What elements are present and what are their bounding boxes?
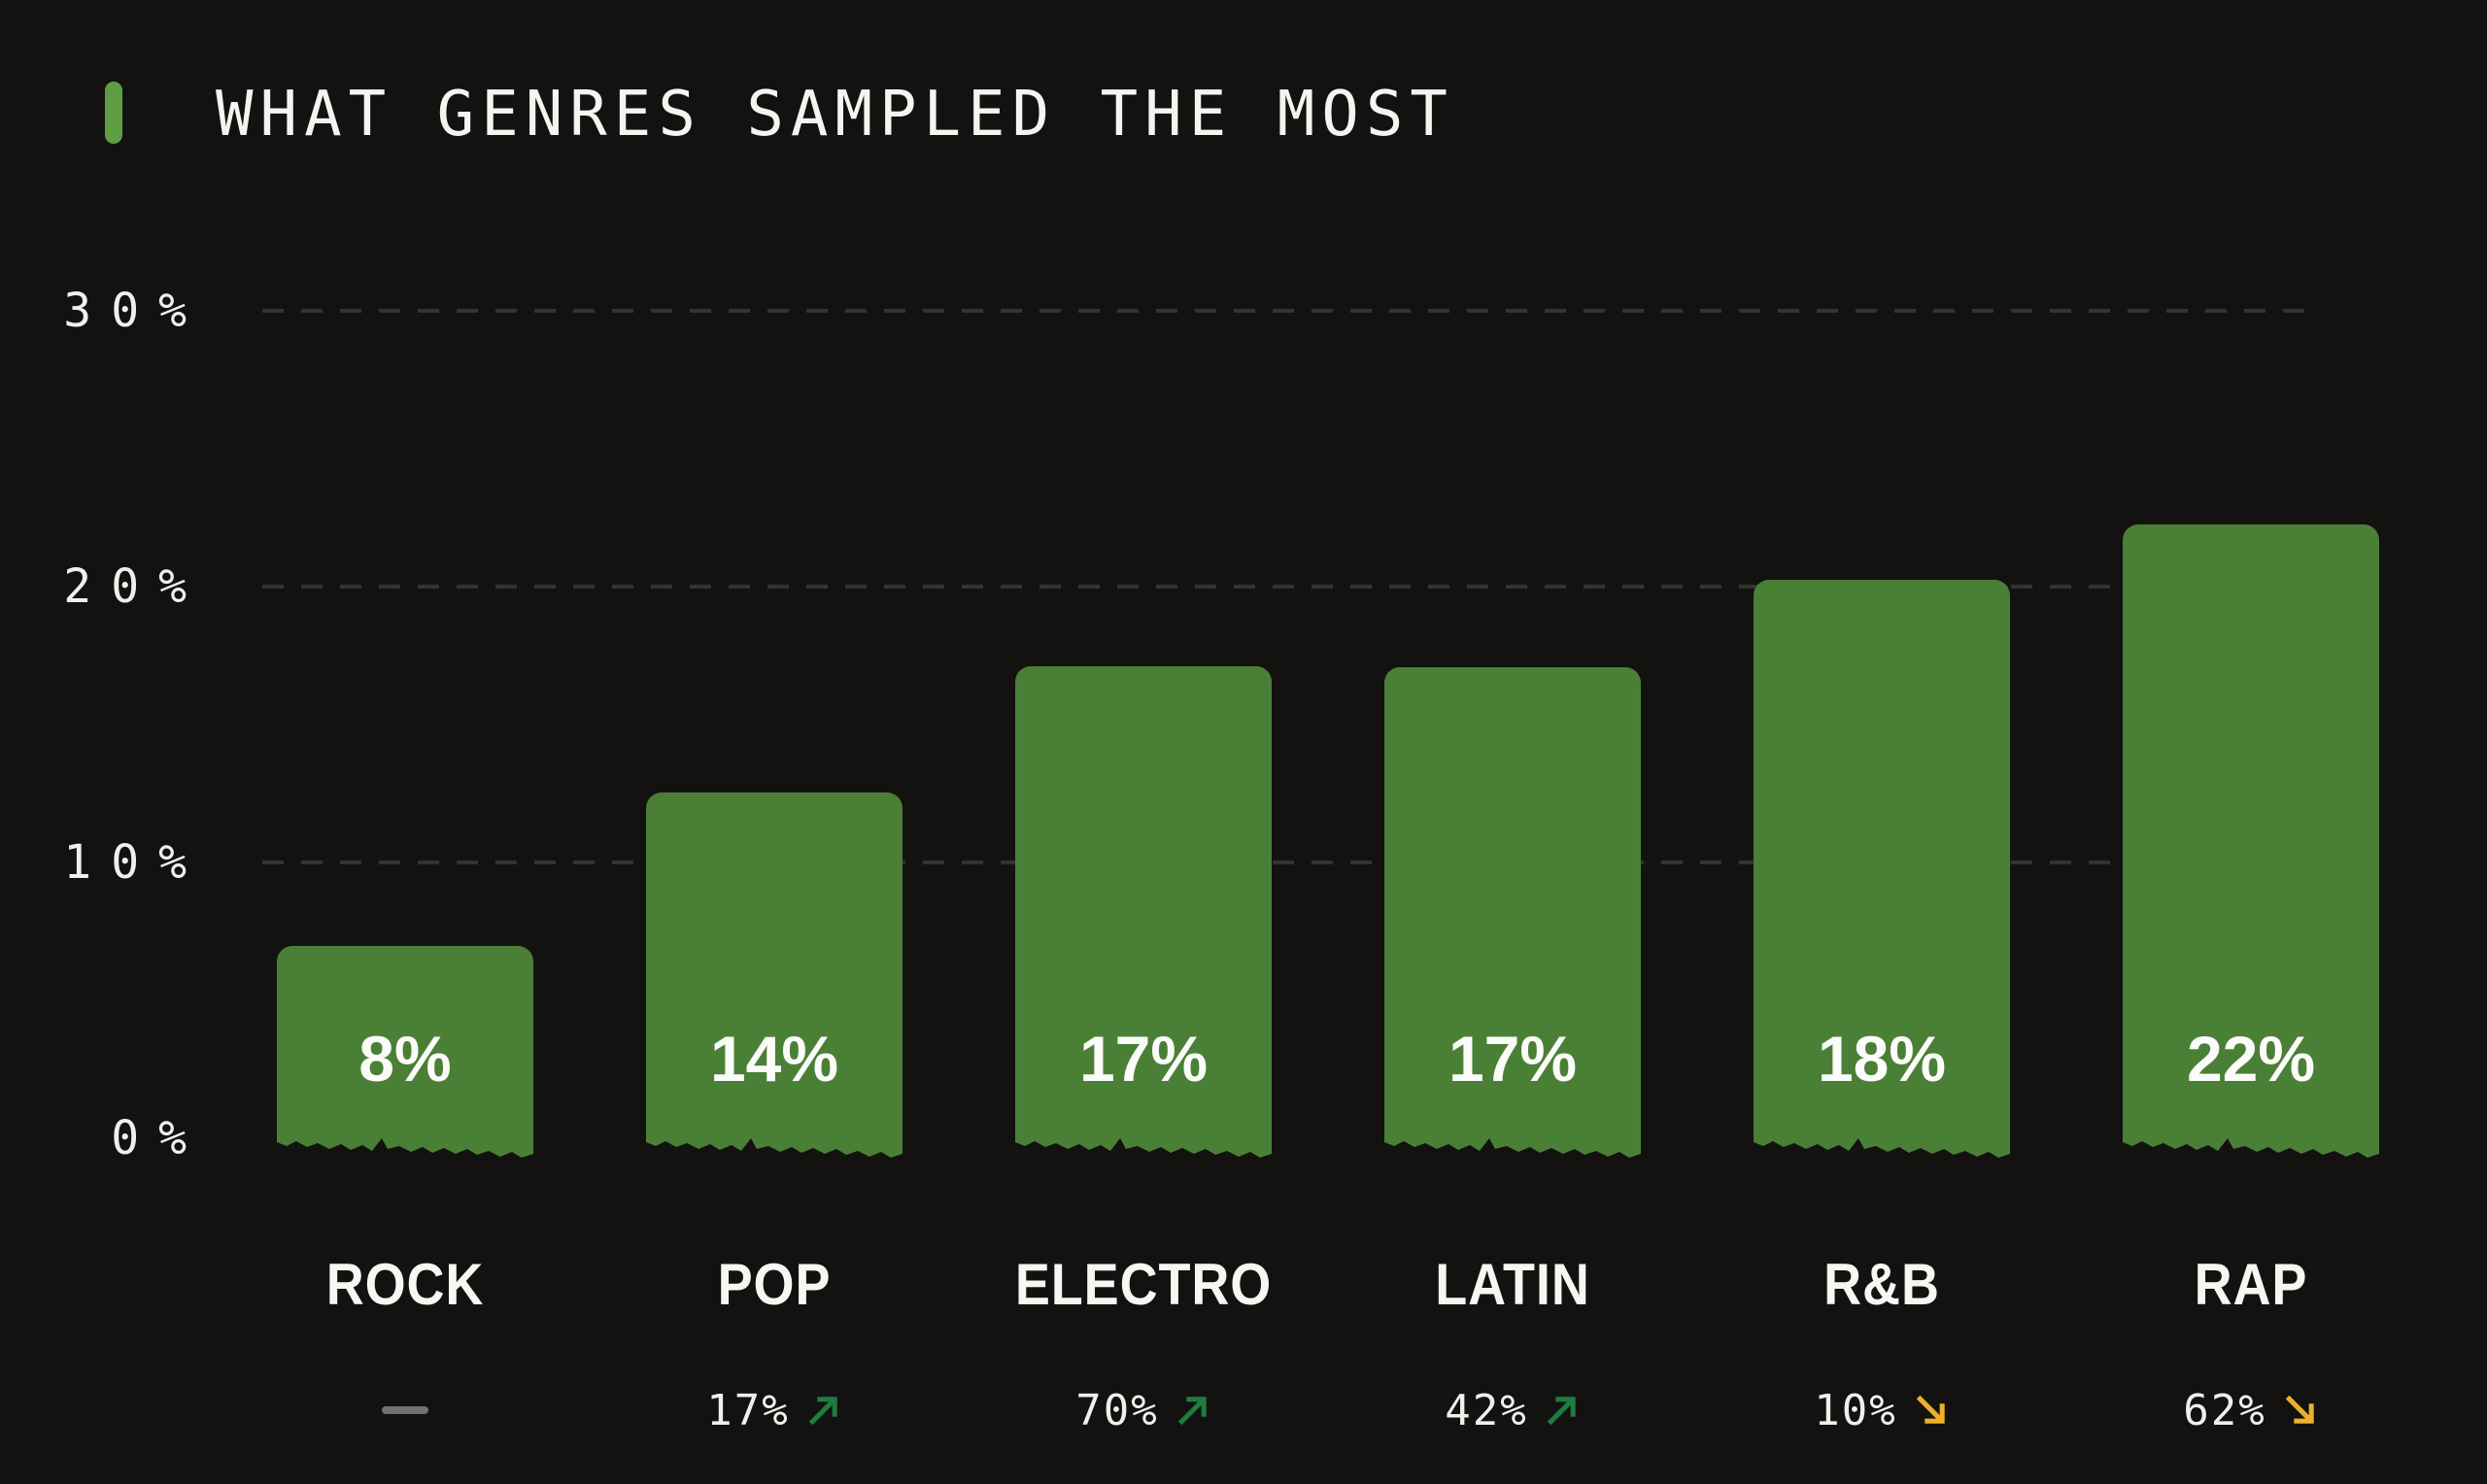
- trend-value: 62%: [2183, 1385, 2266, 1435]
- torn-edge-decoration: [1754, 1138, 2010, 1164]
- bar-r-b: 18%: [1754, 580, 2010, 1164]
- genre-label: ROCK: [325, 1251, 485, 1317]
- gridline-20%: [262, 585, 2322, 589]
- bar-electro: 17%: [1015, 666, 1272, 1164]
- genre-label: POP: [717, 1251, 832, 1317]
- trend-indicator: 10%: [1754, 1379, 2010, 1441]
- trend-value: 10%: [1814, 1385, 1897, 1435]
- trend-up-arrow-icon: [1547, 1397, 1576, 1426]
- bar-value-label: 14%: [709, 1023, 839, 1095]
- torn-edge-decoration: [1384, 1138, 1641, 1164]
- bar-rock: 8%: [277, 946, 533, 1164]
- trend-up-arrow-icon: [1177, 1397, 1207, 1426]
- trend-up-arrow-icon: [808, 1397, 837, 1426]
- y-axis-tick-label: 20%: [63, 559, 206, 614]
- genre-label: RAP: [2194, 1251, 2308, 1317]
- torn-edge-decoration: [646, 1138, 903, 1164]
- title-accent-bar: [105, 82, 122, 144]
- trend-indicator: 17%: [646, 1379, 903, 1441]
- y-axis-tick-label: 0%: [111, 1111, 206, 1165]
- y-axis-tick-label: 10%: [63, 835, 206, 890]
- bar-group-rock: 8% ROCK: [277, 0, 533, 1484]
- bar-latin: 17%: [1384, 667, 1641, 1164]
- trend-indicator: [277, 1379, 533, 1441]
- torn-edge-decoration: [277, 1138, 533, 1164]
- bar-value-label: 18%: [1817, 1023, 1947, 1095]
- torn-edge-decoration: [1015, 1138, 1272, 1164]
- bar-group-rap: 22% RAP 62%: [2123, 0, 2379, 1484]
- bar-value-label: 17%: [1078, 1023, 1209, 1095]
- trend-indicator: 42%: [1384, 1379, 1641, 1441]
- bar-group-pop: 14% POP 17%: [646, 0, 903, 1484]
- trend-down-arrow-icon: [2285, 1395, 2314, 1424]
- gridline-10%: [262, 860, 2322, 864]
- y-axis-tick-label: 30%: [63, 284, 206, 338]
- trend-down-arrow-icon: [1916, 1395, 1945, 1424]
- trend-indicator: 70%: [1015, 1379, 1272, 1441]
- bar-group-latin: 17% LATIN 42%: [1384, 0, 1641, 1484]
- trend-value: 70%: [1075, 1385, 1159, 1435]
- genre-label: LATIN: [1435, 1251, 1590, 1317]
- bar-value-label: 8%: [358, 1023, 452, 1095]
- torn-edge-decoration: [2123, 1138, 2379, 1164]
- bar-rap: 22%: [2123, 524, 2379, 1164]
- bar-value-label: 22%: [2186, 1023, 2316, 1095]
- trend-value: 42%: [1445, 1385, 1528, 1435]
- genre-label: R&B: [1823, 1251, 1940, 1317]
- gridline-30%: [262, 309, 2322, 313]
- bar-value-label: 17%: [1448, 1023, 1578, 1095]
- trend-indicator: 62%: [2123, 1379, 2379, 1441]
- genre-label: ELECTRO: [1014, 1251, 1273, 1317]
- bar-group-electro: 17% ELECTRO 70%: [1015, 0, 1272, 1484]
- bar-group-r-b: 18% R&B 10%: [1754, 0, 2010, 1484]
- chart-title: WHAT GENRES SAMPLED THE MOST: [216, 79, 1454, 151]
- bar-pop: 14%: [646, 793, 903, 1164]
- trend-value: 17%: [706, 1385, 790, 1435]
- no-change-dash: [382, 1406, 428, 1414]
